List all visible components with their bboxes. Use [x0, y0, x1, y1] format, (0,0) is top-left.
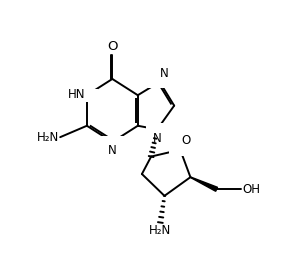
- Text: O: O: [182, 134, 191, 147]
- Text: H₂N: H₂N: [37, 131, 59, 144]
- Text: N: N: [108, 144, 117, 158]
- Text: N: N: [160, 67, 169, 80]
- Text: HN: HN: [67, 88, 85, 101]
- Text: N: N: [153, 132, 162, 145]
- Text: H₂N: H₂N: [149, 224, 172, 238]
- Polygon shape: [190, 177, 217, 191]
- Text: OH: OH: [242, 183, 260, 196]
- Text: O: O: [107, 41, 117, 53]
